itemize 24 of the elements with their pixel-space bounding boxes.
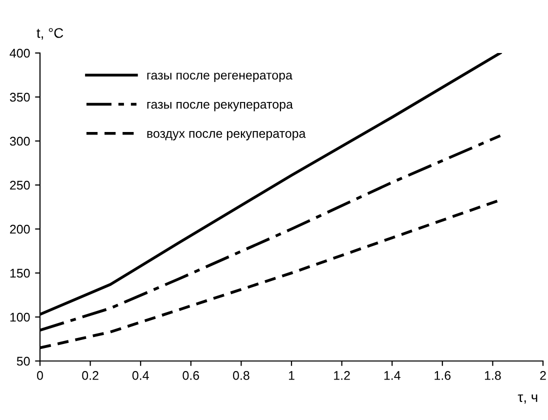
y-tick-label: 350 <box>10 92 30 102</box>
x-tick-label: 0.8 <box>233 371 250 380</box>
y-tick-label: 150 <box>10 268 30 278</box>
y-tick-label: 400 <box>10 48 30 58</box>
x-tick-label: 1 <box>288 371 294 380</box>
x-tick-label: 1.6 <box>434 371 451 380</box>
legend-label: воздух после рекуператора <box>147 131 306 140</box>
x-axis-title: τ, ч <box>518 394 538 404</box>
x-tick-label: 1.8 <box>484 371 501 380</box>
legend-label: газы после регенератора <box>147 72 292 82</box>
y-tick-label: 50 <box>16 356 30 366</box>
y-tick-label: 200 <box>10 224 30 234</box>
x-tick-label: 1.4 <box>384 371 400 380</box>
x-tick-label: 2 <box>540 371 546 380</box>
legend-label: газы после рекуператора <box>147 102 293 112</box>
x-tick-label: 0 <box>37 371 43 380</box>
y-tick-label: 300 <box>10 136 30 146</box>
y-axis-title: t, °C <box>36 28 64 40</box>
y-tick-label: 100 <box>10 312 30 322</box>
y-tick-label: 250 <box>10 180 30 190</box>
x-tick-label: 1.2 <box>334 371 350 380</box>
x-tick-label: 0.6 <box>182 371 200 380</box>
x-tick-label: 0.4 <box>132 371 149 380</box>
x-tick-label: 0.2 <box>82 371 98 380</box>
